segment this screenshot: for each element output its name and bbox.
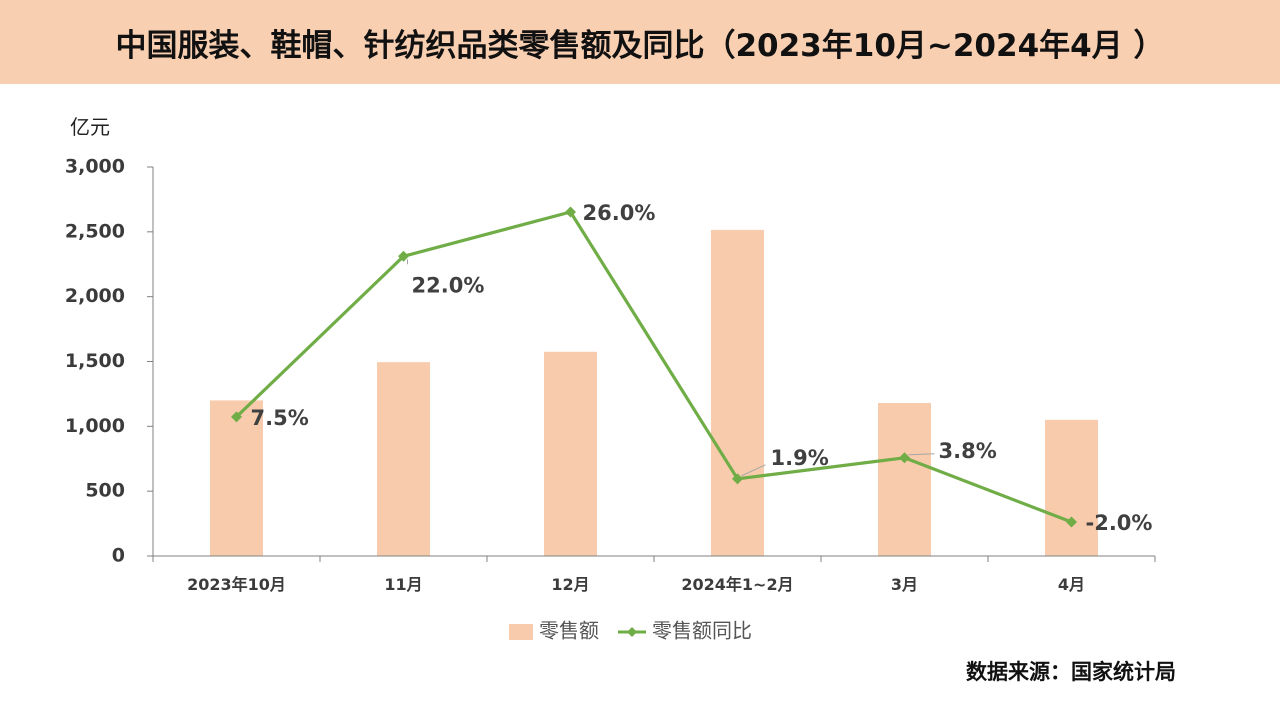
data-label: 22.0% [412, 273, 485, 297]
page-title: 中国服装、鞋帽、针纺织品类零售额及同比（2023年10月~2024年4月 ） [115, 27, 1165, 64]
data-label: 7.5% [251, 406, 309, 430]
bar [1045, 419, 1098, 556]
bar [210, 400, 263, 556]
line-point [732, 473, 743, 485]
y-unit-label: 亿元 [70, 115, 110, 139]
x-tick-label: 4月 [1058, 575, 1085, 594]
data-label-leader [741, 464, 766, 477]
legend-label-line: 零售额同比 [652, 619, 752, 643]
data-label: 1.9% [771, 446, 829, 470]
line-point [398, 250, 409, 262]
data-label: 3.8% [939, 439, 997, 463]
data-label: -2.0% [1086, 511, 1153, 535]
data-label: 26.0% [583, 201, 656, 225]
y-tick-label: 0 [112, 545, 125, 567]
y-tick-label: 2,500 [65, 220, 125, 242]
y-tick-label: 3,000 [65, 156, 125, 178]
title-bar: 中国服装、鞋帽、针纺织品类零售额及同比（2023年10月~2024年4月 ） [0, 0, 1280, 84]
line-point [231, 411, 242, 423]
line-point [899, 452, 910, 464]
legend-swatch-bar [509, 624, 533, 640]
source-note: 数据来源：国家统计局 [966, 660, 1176, 684]
x-tick-label: 2023年10月 [187, 575, 286, 594]
x-tick-label: 12月 [551, 575, 589, 594]
y-tick-label: 2,000 [65, 285, 125, 307]
x-tick-label: 11月 [384, 575, 422, 594]
line-point [1066, 516, 1077, 528]
bar [711, 229, 764, 556]
legend-label-bar: 零售额 [539, 619, 599, 643]
legend-swatch-marker [627, 627, 637, 637]
bar [544, 351, 597, 556]
bar [377, 362, 430, 556]
y-tick-label: 500 [85, 480, 125, 502]
x-tick-label: 3月 [891, 575, 918, 594]
y-tick-label: 1,500 [65, 350, 125, 372]
data-label-leader [908, 453, 935, 456]
x-tick-label: 2024年1~2月 [681, 575, 793, 594]
series-line [235, 210, 1073, 524]
y-tick-label: 1,000 [65, 415, 125, 437]
line-point [565, 206, 576, 218]
bar [878, 402, 931, 556]
